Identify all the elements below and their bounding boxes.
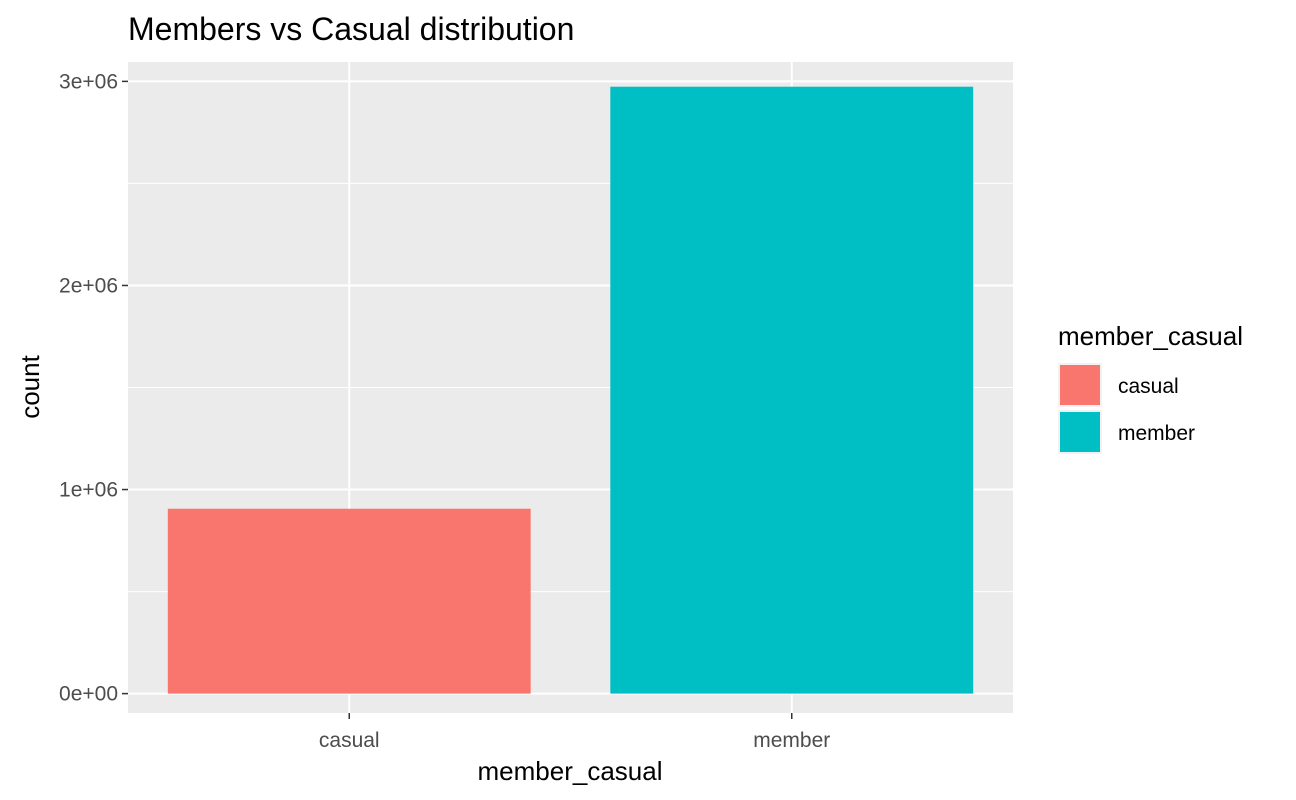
y-tick-label: 3e+06 <box>59 70 118 93</box>
legend-title: member_casual <box>1058 321 1243 351</box>
x-axis-title: member_casual <box>478 756 663 786</box>
y-tick-label: 1e+06 <box>59 479 118 502</box>
legend-swatch-member <box>1060 412 1100 452</box>
x-tick-label: casual <box>319 729 380 752</box>
bar-casual <box>167 508 531 694</box>
legend-swatch-casual <box>1060 365 1100 405</box>
chart-title: Members vs Casual distribution <box>128 11 574 47</box>
y-tick-label: 2e+06 <box>59 274 118 297</box>
x-tick-label: member <box>753 729 830 752</box>
y-axis: 0e+00 1e+06 2e+06 3e+06 <box>59 70 128 706</box>
legend-label-member: member <box>1118 422 1195 445</box>
y-tick-label: 0e+00 <box>59 683 118 706</box>
bars <box>167 86 974 694</box>
y-axis-title: count <box>15 354 45 418</box>
legend: member_casual casual member <box>1058 321 1243 454</box>
bar-member <box>610 86 974 694</box>
x-axis: casual member <box>319 713 830 752</box>
legend-label-casual: casual <box>1118 375 1179 398</box>
